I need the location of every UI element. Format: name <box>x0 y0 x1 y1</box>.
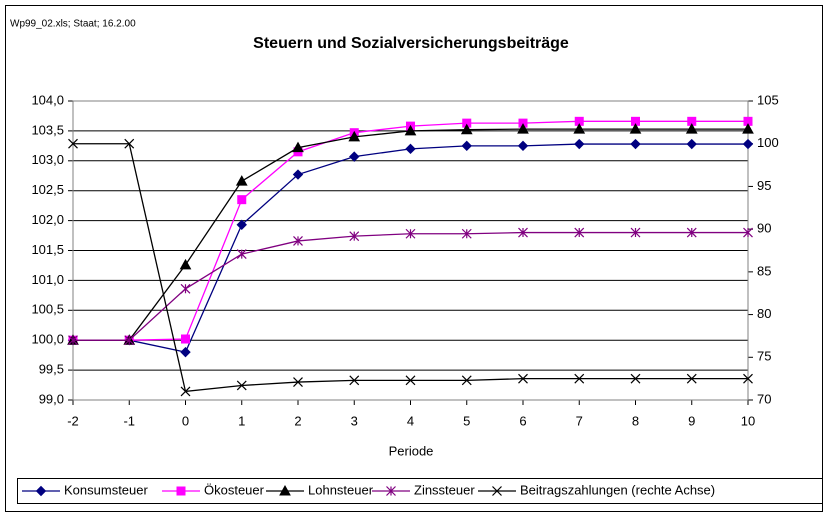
marker <box>236 219 247 230</box>
x-tick-label: 5 <box>463 413 470 428</box>
marker <box>630 373 641 384</box>
marker <box>292 141 304 153</box>
marker <box>743 227 753 238</box>
plot-area <box>72 100 749 401</box>
marker <box>518 227 528 238</box>
marker <box>573 123 586 134</box>
marker <box>686 138 697 150</box>
marker <box>492 486 502 496</box>
y2-tick-label: 80 <box>757 306 771 321</box>
y2-tick-label: 95 <box>757 178 771 193</box>
marker <box>349 375 360 386</box>
marker <box>574 373 585 384</box>
chart-border <box>5 5 823 512</box>
legend-label: Zinssteuer <box>414 482 475 497</box>
marker <box>685 123 698 134</box>
y-tick-label: 102,5 <box>31 182 64 197</box>
legend-label: Ökosteuer <box>204 482 265 497</box>
marker <box>686 227 697 238</box>
marker <box>236 380 247 391</box>
marker <box>180 346 191 358</box>
x-tick-label: 2 <box>294 413 301 428</box>
y2-tick-label: 85 <box>757 263 771 278</box>
marker <box>293 377 303 387</box>
marker <box>405 228 416 239</box>
y2-tick-label: 100 <box>757 135 779 150</box>
chart-title: Steuern und Sozialversicherungsbeiträge <box>253 35 569 52</box>
marker <box>517 123 529 134</box>
marker <box>742 123 754 134</box>
marker <box>386 486 396 496</box>
marker <box>574 138 585 150</box>
marker <box>180 386 191 397</box>
marker <box>180 283 191 294</box>
y-tick-label: 102,0 <box>31 212 64 227</box>
marker <box>405 143 416 155</box>
marker <box>292 169 304 180</box>
y-tick-label: 103,5 <box>31 122 64 137</box>
marker <box>349 231 360 242</box>
y-tick-label: 101,5 <box>31 242 64 257</box>
marker <box>405 375 416 386</box>
marker <box>460 123 473 135</box>
marker <box>742 138 754 150</box>
marker <box>630 227 641 238</box>
marker <box>629 123 642 134</box>
y-tick-label: 100,0 <box>31 332 64 347</box>
marker <box>237 195 247 205</box>
y2-tick-label: 70 <box>757 391 771 406</box>
marker <box>179 258 192 270</box>
marker <box>517 140 529 152</box>
marker <box>686 373 697 384</box>
x-tick-label: 1 <box>238 413 245 428</box>
marker <box>68 335 78 346</box>
marker <box>404 124 417 136</box>
x-tick-label: 3 <box>351 413 358 428</box>
file-note: Wp99_02.xls; Staat; 16.2.00 <box>10 19 136 30</box>
marker <box>743 373 753 384</box>
marker <box>461 375 472 386</box>
x-tick-label: -2 <box>67 413 79 428</box>
y2-tick-label: 90 <box>757 221 771 236</box>
marker <box>349 151 360 162</box>
marker <box>68 138 78 149</box>
y2-tick-label: 75 <box>757 349 771 364</box>
marker <box>348 130 361 142</box>
marker <box>176 486 186 496</box>
x-tick-label: 10 <box>741 413 755 428</box>
x-tick-label: 9 <box>688 413 695 428</box>
marker <box>236 249 247 260</box>
x-tick-label: -1 <box>123 413 135 428</box>
marker <box>630 138 641 150</box>
y-tick-label: 104,0 <box>31 92 64 107</box>
legend-label: Konsumsteuer <box>64 482 148 497</box>
marker <box>461 228 472 239</box>
x-tick-label: 0 <box>182 413 189 428</box>
marker <box>124 138 135 149</box>
marker <box>279 484 291 496</box>
marker <box>461 140 472 152</box>
y-tick-label: 103,0 <box>31 152 64 167</box>
y-tick-label: 99,5 <box>39 362 64 377</box>
y-tick-label: 100,5 <box>31 302 64 317</box>
x-tick-label: 7 <box>576 413 583 428</box>
x-tick-label: 6 <box>519 413 526 428</box>
y-tick-label: 101,0 <box>31 272 64 287</box>
marker <box>518 373 528 384</box>
legend-box <box>17 478 823 504</box>
legend-label: Lohnsteuer <box>308 482 374 497</box>
x-tick-label: 4 <box>407 413 414 428</box>
y2-tick-label: 105 <box>757 92 779 107</box>
marker <box>574 227 585 238</box>
marker <box>293 236 303 246</box>
marker <box>35 485 47 497</box>
y-tick-label: 99,0 <box>39 391 64 406</box>
x-axis-label: Periode <box>389 443 434 458</box>
marker <box>124 335 135 346</box>
marker <box>181 334 190 344</box>
marker <box>235 175 248 186</box>
x-tick-label: 8 <box>632 413 639 428</box>
legend-label: Beitragszahlungen (rechte Achse) <box>520 482 715 497</box>
